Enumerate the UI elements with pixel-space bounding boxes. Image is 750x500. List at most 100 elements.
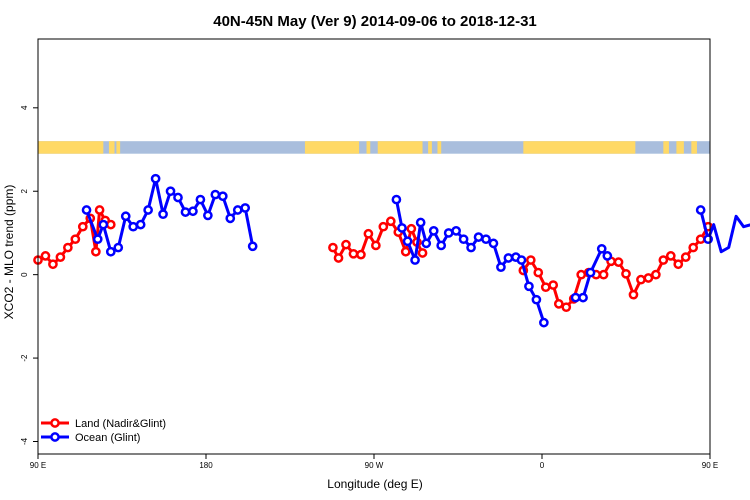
data-point: [385, 216, 396, 227]
data-point: [643, 273, 654, 283]
data-point: [143, 205, 153, 215]
data-point: [402, 236, 413, 247]
data-point: [602, 251, 613, 261]
data-point: [524, 281, 534, 292]
data-point: [473, 232, 484, 242]
y-tick-label: 2: [20, 188, 29, 193]
data-point: [240, 203, 251, 213]
data-point: [70, 234, 81, 245]
data-point: [540, 282, 551, 293]
data-point: [400, 246, 411, 257]
data-point: [203, 210, 213, 221]
land-band-segment: [663, 141, 669, 154]
data-point: [688, 242, 699, 253]
data-point: [247, 241, 258, 252]
data-point: [77, 221, 88, 232]
data-point: [120, 211, 131, 222]
data-point: [628, 289, 639, 300]
data-point: [40, 251, 51, 261]
chart-title: 40N-45N May (Ver 9) 2014-09-06 to 2018-1…: [213, 13, 537, 30]
land-band-segment: [676, 141, 684, 154]
series-line: [699, 209, 750, 254]
data-point: [105, 246, 116, 257]
data-point: [613, 257, 624, 267]
data-point: [548, 280, 559, 290]
data-point: [210, 189, 221, 200]
data-point: [135, 219, 146, 230]
land-band-segment: [116, 141, 121, 154]
data-point: [428, 226, 439, 236]
x-axis-ticks: 90 E 180 90 W 0 90 E: [30, 454, 718, 470]
legend-label: Ocean (Glint): [75, 432, 140, 444]
data-point: [48, 259, 58, 270]
data-point: [341, 239, 351, 250]
data-point: [436, 240, 447, 251]
y-tick-label: 4: [20, 105, 29, 110]
data-point: [488, 238, 499, 249]
data-point: [195, 194, 206, 205]
data-point: [570, 292, 581, 303]
legend-marker: [50, 418, 60, 428]
data-point: [525, 255, 536, 265]
data-point: [417, 248, 428, 258]
data-point: [539, 317, 549, 328]
data-point: [371, 240, 381, 251]
data-point: [651, 269, 661, 280]
y-axis-ticks: -4 -2 0 2 4: [20, 105, 38, 445]
data-point: [356, 249, 366, 260]
data-point: [598, 269, 609, 280]
y-tick-label: -2: [20, 354, 29, 362]
data-point: [55, 252, 66, 262]
data-point: [636, 274, 646, 285]
data-point: [695, 234, 706, 245]
land-band-segment: [366, 141, 371, 154]
data-point: [158, 209, 168, 220]
data-point: [503, 253, 514, 263]
data-point: [531, 294, 542, 305]
data-point: [92, 234, 103, 245]
data-point: [150, 173, 161, 184]
data-point: [533, 267, 544, 278]
data-point: [91, 246, 101, 257]
data-point: [105, 219, 116, 230]
data-point: [363, 228, 374, 239]
data-point: [516, 255, 527, 265]
data-point: [576, 269, 587, 280]
data-point: [553, 298, 564, 309]
land-ocean-band: [38, 141, 710, 154]
data-point: [81, 205, 92, 215]
land-band-segment: [304, 141, 360, 154]
data-point: [585, 267, 596, 278]
data-point: [415, 217, 426, 228]
data-point: [680, 252, 691, 262]
data-point: [466, 242, 476, 253]
data-point: [443, 228, 454, 238]
data-point: [180, 207, 191, 217]
data-point: [128, 221, 139, 232]
land-band-segment: [691, 141, 697, 154]
series-ocean: [81, 173, 750, 328]
x-tick-label: 90 E: [702, 461, 718, 470]
legend: Land (Nadir&Glint) Ocean (Glint): [41, 418, 166, 444]
data-point: [665, 251, 676, 261]
plot-frame: [37, 38, 711, 455]
data-point: [188, 206, 198, 217]
data-point: [578, 292, 588, 303]
data-point: [596, 243, 607, 254]
x-tick-label: 90 W: [365, 461, 384, 470]
data-point: [621, 268, 631, 279]
data-point: [406, 223, 417, 234]
data-point: [98, 219, 109, 230]
data-point: [378, 221, 389, 232]
data-point: [451, 226, 461, 236]
land-band-segment: [523, 141, 636, 154]
data-point: [561, 302, 572, 313]
data-point: [94, 205, 105, 215]
land-band-segment: [38, 141, 104, 154]
land-band-segment: [108, 141, 115, 154]
x-axis-label: Longitude (deg E): [327, 477, 422, 491]
x-tick-label: 180: [199, 461, 213, 470]
data-point: [481, 234, 491, 245]
land-band-segment: [428, 141, 432, 154]
data-point: [421, 238, 432, 249]
